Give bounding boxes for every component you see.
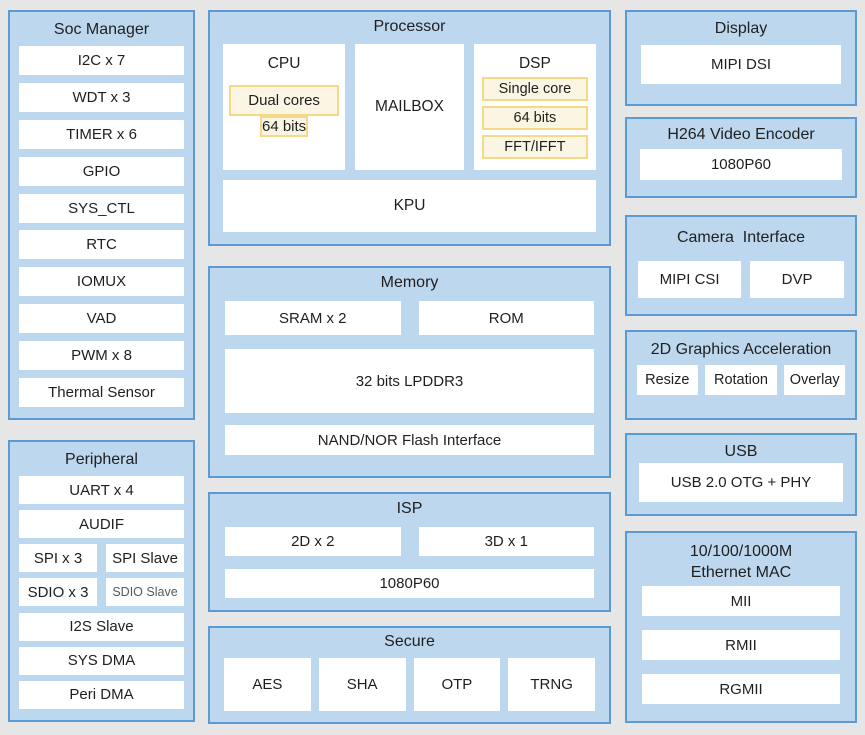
item-rgmii: RGMII: [642, 674, 840, 704]
item-mipi-dsi: MIPI DSI: [641, 45, 841, 84]
item-nand-nor-flash: NAND/NOR Flash Interface: [225, 425, 594, 455]
block-title: Peripheral: [65, 451, 138, 468]
block-title: Soc Manager: [53, 21, 150, 38]
item-sdio: SDIO x 3: [19, 578, 97, 607]
item-resize: Resize: [637, 365, 698, 395]
item-sys-ctl: SYS_CTL: [19, 193, 184, 223]
cpu-label: CPU: [267, 54, 301, 72]
spi-row: SPI x 3 SPI Slave: [19, 544, 184, 573]
item-rotation: Rotation: [704, 365, 778, 395]
soc-manager-items: I2C x 7 WDT x 3 TIMER x 6 GPIO SYS_CTL R…: [19, 46, 184, 407]
block-isp: ISP 2D x 2 3D x 1 1080P60: [208, 492, 611, 612]
item-sram: SRAM x 2: [225, 301, 401, 335]
item-rmii: RMII: [642, 630, 840, 660]
item-mipi-csi: MIPI CSI: [638, 261, 742, 298]
block-title: Memory: [380, 274, 439, 291]
item-audif: AUDIF: [19, 510, 184, 539]
block-peripheral: Peripheral UART x 4 AUDIF SPI x 3 SPI Sl…: [8, 440, 195, 722]
item-rom: ROM: [418, 301, 594, 335]
block-processor: Processor CPU Dual cores 64 bits MAILBOX…: [208, 10, 611, 246]
block-ethernet-mac: 10/100/1000M Ethernet MAC MII RMII RGMII: [625, 531, 857, 723]
item-iomux: IOMUX: [19, 267, 184, 297]
feature-single-core: Single core: [481, 77, 588, 101]
graphics-row: Resize Rotation Overlay: [637, 365, 845, 395]
dsp-label: DSP: [518, 54, 551, 72]
item-mii: MII: [642, 586, 840, 616]
block-memory: Memory SRAM x 2 ROM 32 bits LPDDR3 NAND/…: [208, 266, 611, 478]
item-overlay: Overlay: [784, 365, 845, 395]
item-spi-slave: SPI Slave: [106, 544, 184, 573]
block-title: USB: [724, 443, 758, 460]
block-title: ISP: [396, 500, 423, 517]
block-usb: USB USB 2.0 OTG + PHY: [625, 433, 857, 516]
item-trng: TRNG: [508, 658, 595, 711]
sdio-row: SDIO x 3 SDIO Slave: [19, 578, 184, 607]
block-title: H264 Video Encoder: [667, 126, 815, 143]
kpu-box: KPU: [223, 180, 596, 232]
mailbox-box: MAILBOX: [355, 44, 464, 170]
item-timer: TIMER x 6: [19, 119, 184, 149]
block-display: Display MIPI DSI: [625, 10, 857, 106]
dsp-box: DSP Single core 64 bits FFT/IFFT: [473, 44, 596, 170]
item-3d: 3D x 1: [418, 527, 594, 556]
cpu-box: CPU Dual cores 64 bits: [223, 44, 346, 170]
item-sha: SHA: [318, 658, 406, 711]
block-title: Processor: [373, 18, 446, 35]
block-secure: Secure AES SHA OTP TRNG: [208, 626, 611, 724]
item-peri-dma: Peri DMA: [19, 680, 184, 709]
item-wdt: WDT x 3: [19, 82, 184, 112]
item-vad: VAD: [19, 304, 184, 334]
item-sdio-slave: SDIO Slave: [106, 578, 184, 607]
block-title: Display: [714, 20, 768, 37]
item-rtc: RTC: [19, 230, 184, 260]
block-title: 2D Graphics Acceleration: [650, 341, 832, 358]
block-title: Camera Interface: [676, 229, 806, 246]
block-h264-encoder: H264 Video Encoder 1080P60: [625, 117, 857, 198]
processor-units: CPU Dual cores 64 bits MAILBOX DSP Singl…: [223, 44, 596, 170]
item-h264-1080p60: 1080P60: [640, 149, 842, 180]
item-dvp: DVP: [750, 261, 844, 298]
item-lpddr3: 32 bits LPDDR3: [225, 349, 594, 413]
feature-cpu-64bits: 64 bits: [259, 116, 309, 137]
item-2d: 2D x 2: [225, 527, 401, 556]
item-isp-1080p60: 1080P60: [225, 569, 594, 598]
block-soc-manager: Soc Manager I2C x 7 WDT x 3 TIMER x 6 GP…: [8, 10, 195, 420]
item-sys-dma: SYS DMA: [19, 646, 184, 675]
feature-dual-cores: Dual cores: [229, 85, 340, 116]
secure-row: AES SHA OTP TRNG: [224, 658, 595, 711]
memory-row: SRAM x 2 ROM: [225, 301, 594, 335]
block-title-line2: Ethernet MAC: [690, 564, 792, 581]
item-i2s-slave: I2S Slave: [19, 612, 184, 641]
block-camera-interface: Camera Interface MIPI CSI DVP: [625, 215, 857, 316]
ethernet-items: MII RMII RGMII: [642, 586, 840, 704]
item-aes: AES: [224, 658, 311, 711]
block-title: Secure: [384, 633, 435, 650]
item-usb-otg-phy: USB 2.0 OTG + PHY: [639, 463, 843, 502]
isp-row: 2D x 2 3D x 1: [225, 527, 594, 556]
feature-fft-ifft: FFT/IFFT: [481, 135, 588, 159]
block-2d-graphics: 2D Graphics Acceleration Resize Rotation…: [625, 330, 857, 420]
item-spi: SPI x 3: [19, 544, 97, 573]
item-gpio: GPIO: [19, 156, 184, 186]
peripheral-items: UART x 4 AUDIF SPI x 3 SPI Slave SDIO x …: [19, 476, 184, 709]
camera-row: MIPI CSI DVP: [638, 261, 844, 298]
item-thermal-sensor: Thermal Sensor: [19, 377, 184, 407]
item-otp: OTP: [413, 658, 501, 711]
block-title-line1: 10/100/1000M: [689, 543, 793, 560]
item-i2c: I2C x 7: [19, 46, 184, 75]
feature-dsp-64bits: 64 bits: [481, 106, 588, 130]
item-pwm: PWM x 8: [19, 341, 184, 370]
item-uart: UART x 4: [19, 476, 184, 504]
